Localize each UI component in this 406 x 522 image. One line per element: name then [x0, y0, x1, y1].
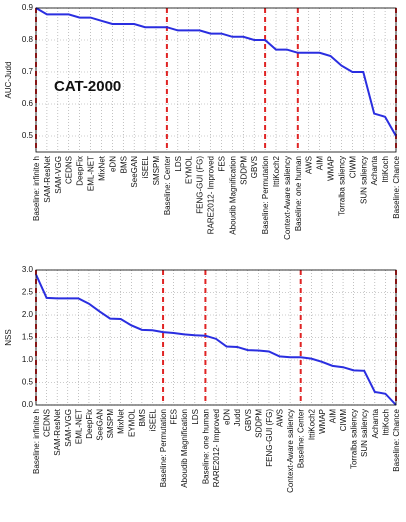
x-tick-label: Baseline: Chance [392, 408, 401, 471]
x-tick-label: Baseline: one human [201, 409, 210, 484]
y-tick-label: 0.8 [22, 35, 34, 44]
x-tick-label: SAM-ResNet [43, 155, 52, 202]
x-tick-label: Achanta [370, 155, 379, 185]
x-tick-label: BMS [119, 156, 128, 173]
x-tick-label: SeeGAN [130, 156, 139, 188]
x-tick-label: AIM [328, 409, 337, 424]
x-tick-label: MixNet [97, 155, 106, 181]
x-tick-label: eDN [108, 156, 117, 172]
x-tick-label: IttiKoch2 [307, 408, 316, 440]
x-tick-label: EYMOL [127, 408, 136, 437]
x-tick-label: SDDPM [254, 409, 263, 438]
x-tick-label: AWS [305, 156, 314, 174]
x-tick-label: Baseline: one human [294, 156, 303, 231]
plot-frame [35, 7, 397, 153]
x-tick-label: Baseline: Center [163, 156, 172, 215]
x-tick-label: WMAP [327, 156, 336, 181]
x-tick-label: CIWM [348, 156, 357, 179]
y-tick-label: 0.6 [22, 99, 34, 108]
x-tick-label: Judd [233, 409, 242, 426]
x-tick-label: RARE2012- Improved [207, 156, 216, 234]
x-tick-label: SMSPM [106, 409, 115, 439]
x-tick-label: LDS [174, 156, 183, 172]
x-tick-label: SUN saliency [360, 409, 369, 457]
y-tick-label: 0.9 [22, 3, 34, 12]
x-tick-label: SMSPM [152, 156, 161, 186]
y-tick-label: 0.5 [22, 378, 34, 387]
x-tick-label: IttiKoch [381, 409, 390, 436]
x-tick-label: GBVS [250, 156, 259, 178]
x-tick-label: Baseline: infinite h [32, 409, 41, 474]
x-tick-label: LDS [191, 409, 200, 425]
data-line [35, 7, 397, 137]
x-tick-label: SAM-VGG [54, 156, 63, 194]
data-line [35, 274, 397, 406]
x-tick-label: EML-NET [87, 156, 96, 191]
x-tick-label: DeepFix [85, 409, 94, 439]
x-tick-label: CEDNS [65, 156, 74, 184]
y-tick-label: 0.7 [22, 67, 34, 76]
x-tick-label: EML-NET [74, 409, 83, 444]
x-tick-label: Baseline: infinite h [32, 156, 41, 221]
x-tick-label: AIM [316, 156, 325, 171]
y-tick-label: 1.0 [22, 355, 34, 364]
x-tick-label: BMS [138, 409, 147, 426]
y-axis-label: AUC-Judd [4, 62, 13, 99]
x-tick-label: FENG-GUI (FG) [265, 409, 274, 467]
x-tick-label: Torralba saliency [350, 409, 359, 469]
x-tick-label: AWS [276, 409, 285, 427]
x-tick-label: SeeGAN [96, 409, 105, 441]
x-tick-label: GBVS [244, 409, 253, 431]
y-tick-label: 0.5 [22, 131, 34, 140]
x-tick-label: FES [170, 409, 179, 425]
y-tick-label: 2.5 [22, 288, 34, 297]
x-tick-label: EYMOL [185, 155, 194, 184]
plot-frame [35, 269, 397, 406]
x-tick-label: FES [217, 156, 226, 172]
y-tick-label: 2.0 [22, 310, 34, 319]
x-tick-label: WMAP [318, 409, 327, 434]
x-tick-label: Context-Aware saliency [283, 156, 292, 240]
x-tick-label: CEDNS [43, 409, 52, 437]
x-tick-label: SDDPM [239, 156, 248, 185]
x-tick-label: Context-Aware saliency [286, 409, 295, 493]
x-tick-label: SUN saliency [359, 156, 368, 204]
y-tick-label: 1.5 [22, 333, 34, 342]
x-tick-label: Baseline: Permutation [261, 156, 270, 234]
x-tick-label: Aboudib Magnification [180, 409, 189, 488]
x-tick-label: iSEEL [148, 408, 157, 431]
y-tick-label: 3.0 [22, 265, 34, 274]
x-tick-label: Baseline: Chance [392, 155, 401, 218]
x-tick-label: eDN [223, 409, 232, 425]
x-tick-label: IttiKoch [381, 156, 390, 183]
x-tick-label: DeepFix [76, 156, 85, 186]
x-tick-label: SAM-VGG [64, 409, 73, 447]
x-tick-label: Baseline: Center [297, 409, 306, 468]
x-tick-label: Torralba saliency [337, 156, 346, 216]
x-tick-label: Aboudib Magnification [228, 156, 237, 235]
x-tick-label: MixNet [117, 408, 126, 434]
x-tick-label: RARE2012- Improved [212, 409, 221, 487]
x-tick-label: Baseline: Permutation [159, 409, 168, 487]
y-tick-label: 0.0 [22, 400, 34, 409]
x-tick-label: iSEEL [141, 155, 150, 178]
x-tick-label: Achanta [371, 408, 380, 438]
x-tick-label: IttiKoch2 [272, 155, 281, 187]
annotation: CAT-2000 [54, 78, 121, 95]
x-tick-label: SAM-ResNet [53, 408, 62, 455]
x-tick-label: CIWM [339, 409, 348, 432]
x-tick-label: FENG-GUI (FG) [196, 156, 205, 214]
y-axis-label: NSS [4, 329, 13, 345]
